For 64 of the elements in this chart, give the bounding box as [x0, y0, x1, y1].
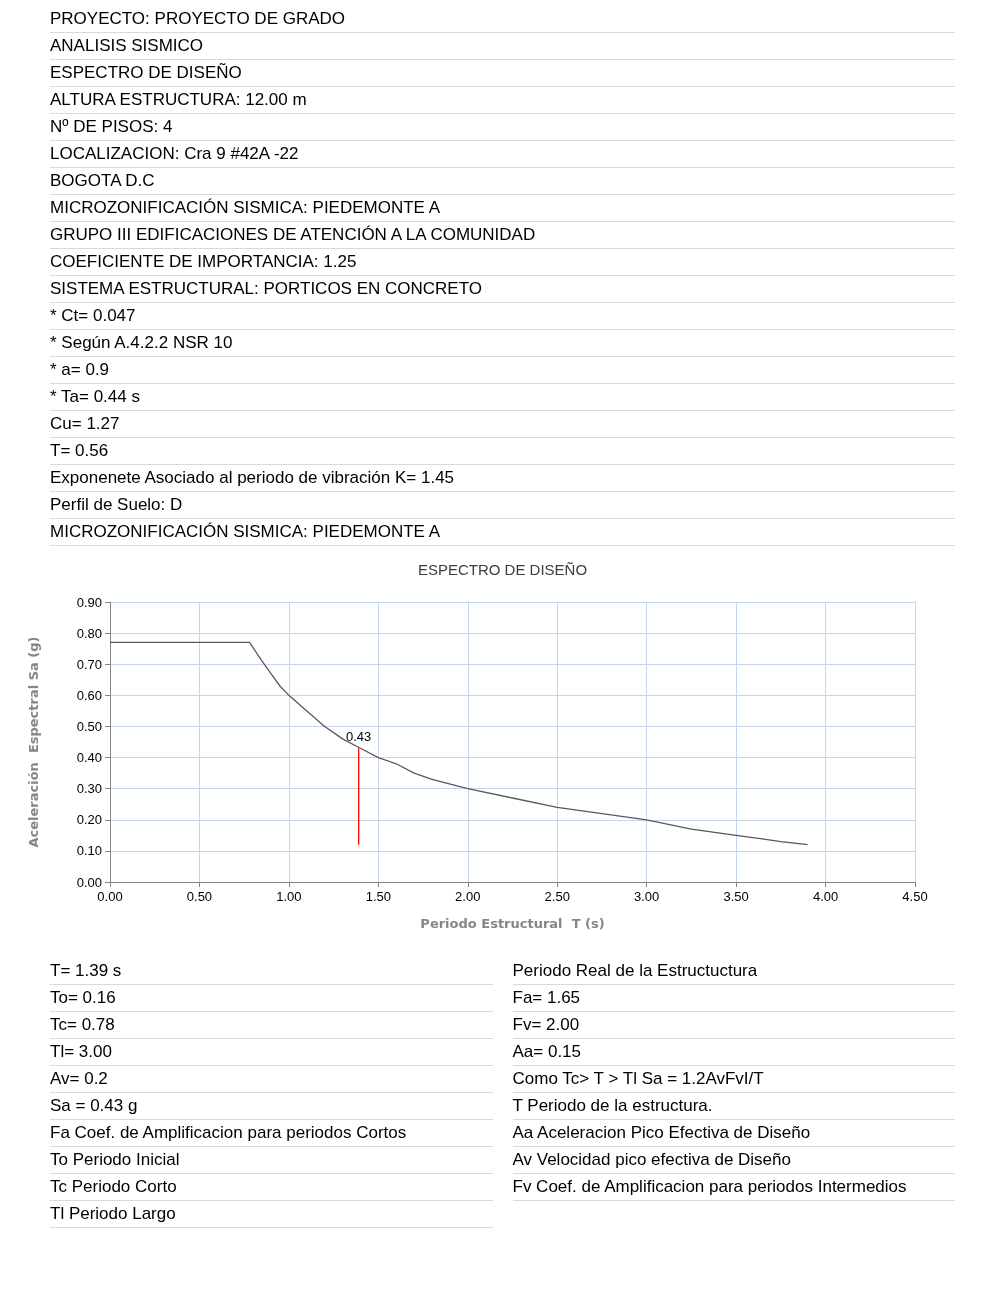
- text: Fv= 2.00: [512, 1012, 955, 1039]
- y-tick-label: 0.00: [76, 874, 102, 890]
- text: Fv Coef. de Amplificacion para periodos Intermedios: [512, 1174, 955, 1201]
- text: * Según A.4.2.2 NSR 10: [50, 330, 955, 357]
- text: Tl= 3.00: [50, 1039, 493, 1066]
- text: SISTEMA ESTRUCTURAL: PORTICOS EN CONCRETO: [50, 276, 955, 303]
- x-tick-label: 1.00: [276, 889, 302, 904]
- line-series: [109, 641, 809, 846]
- text: LOCALIZACION: Cra 9 #42A -22: [50, 141, 955, 168]
- text: To= 0.16: [50, 985, 493, 1012]
- text: T Periodo de la estructura.: [512, 1093, 955, 1120]
- text: Exponenete Asociado al periodo de vibración K= 1.45: [50, 465, 955, 492]
- y-tick-label: 0.10: [76, 843, 102, 859]
- text: To Periodo Inicial: [50, 1147, 493, 1174]
- text: Tc Periodo Corto: [50, 1174, 493, 1201]
- text: Aa Aceleracion Pico Efectiva de Diseño: [512, 1120, 955, 1147]
- text: ANALISIS SISMICO: [50, 33, 955, 60]
- x-tick-label: 4.00: [812, 889, 839, 904]
- x-tick-label: 4.50: [902, 889, 928, 904]
- text: ESPECTRO DE DISEÑO: [50, 60, 955, 87]
- text: Como Tc> T > Tl Sa = 1.2AvFvI/T: [512, 1066, 955, 1093]
- text: Aa= 0.15: [512, 1039, 955, 1066]
- y-tick-label: 0.90: [76, 594, 102, 610]
- text: Nº DE PISOS: 4: [50, 114, 955, 141]
- x-tick-label: 0.50: [186, 889, 213, 904]
- y-tick-label: 0.20: [76, 812, 102, 828]
- y-tick-label: 0.30: [76, 781, 102, 797]
- x-tick-label: 0.00: [97, 889, 123, 904]
- text: T= 1.39 s: [50, 958, 493, 985]
- text: BOGOTA D.C: [50, 168, 955, 195]
- text: * Ct= 0.047: [50, 303, 955, 330]
- text: GRUPO III EDIFICACIONES DE ATENCIÓN A LA COMUNIDAD: [50, 222, 955, 249]
- x-tick-label: 1.50: [365, 889, 391, 904]
- x-axis-title: Periodo Estructural T (s): [420, 916, 605, 931]
- text: Tl Periodo Largo: [50, 1201, 493, 1228]
- text: Av= 0.2: [50, 1066, 493, 1093]
- x-tick-label: 3.50: [723, 889, 749, 904]
- y-tick-label: 0.50: [76, 718, 102, 734]
- text: Tc= 0.78: [50, 1012, 493, 1039]
- text: Fa= 1.65: [512, 985, 955, 1012]
- x-tick-label: 2.50: [544, 889, 570, 904]
- text: Cu= 1.27: [50, 411, 955, 438]
- text: COEFICIENTE DE IMPORTANCIA: 1.25: [50, 249, 955, 276]
- data-label: 0.43: [346, 729, 372, 745]
- text: ALTURA ESTRUCTURA: 12.00 m: [50, 87, 955, 114]
- text: Av Velocidad pico efectiva de Diseño: [512, 1147, 955, 1174]
- text: PROYECTO: PROYECTO DE GRADO: [50, 6, 955, 33]
- text: MICROZONIFICACIÓN SISMICA: PIEDEMONTE A: [50, 519, 955, 546]
- text: Periodo Real de la Estructuctura: [512, 958, 955, 985]
- text: T= 0.56: [50, 438, 955, 465]
- text: Sa = 0.43 g: [50, 1093, 493, 1120]
- text: Fa Coef. de Amplificacion para periodos Cortos: [50, 1120, 493, 1147]
- y-tick-label: 0.40: [76, 750, 102, 766]
- y-tick-label: 0.80: [76, 625, 102, 641]
- text: Perfil de Suelo: D: [50, 492, 955, 519]
- text: MICROZONIFICACIÓN SISMICA: PIEDEMONTE A: [50, 195, 955, 222]
- x-tick-label: 3.00: [634, 889, 660, 904]
- text: * Ta= 0.44 s: [50, 384, 955, 411]
- y-tick-label: 0.60: [76, 687, 102, 703]
- y-tick-label: 0.70: [76, 656, 102, 672]
- chart-title: ESPECTRO DE DISEÑO: [417, 561, 588, 578]
- text: * a= 0.9: [50, 357, 955, 384]
- x-tick-label: 2.00: [455, 889, 481, 904]
- y-axis-title: Aceleración Espectral Sa (g): [26, 636, 41, 848]
